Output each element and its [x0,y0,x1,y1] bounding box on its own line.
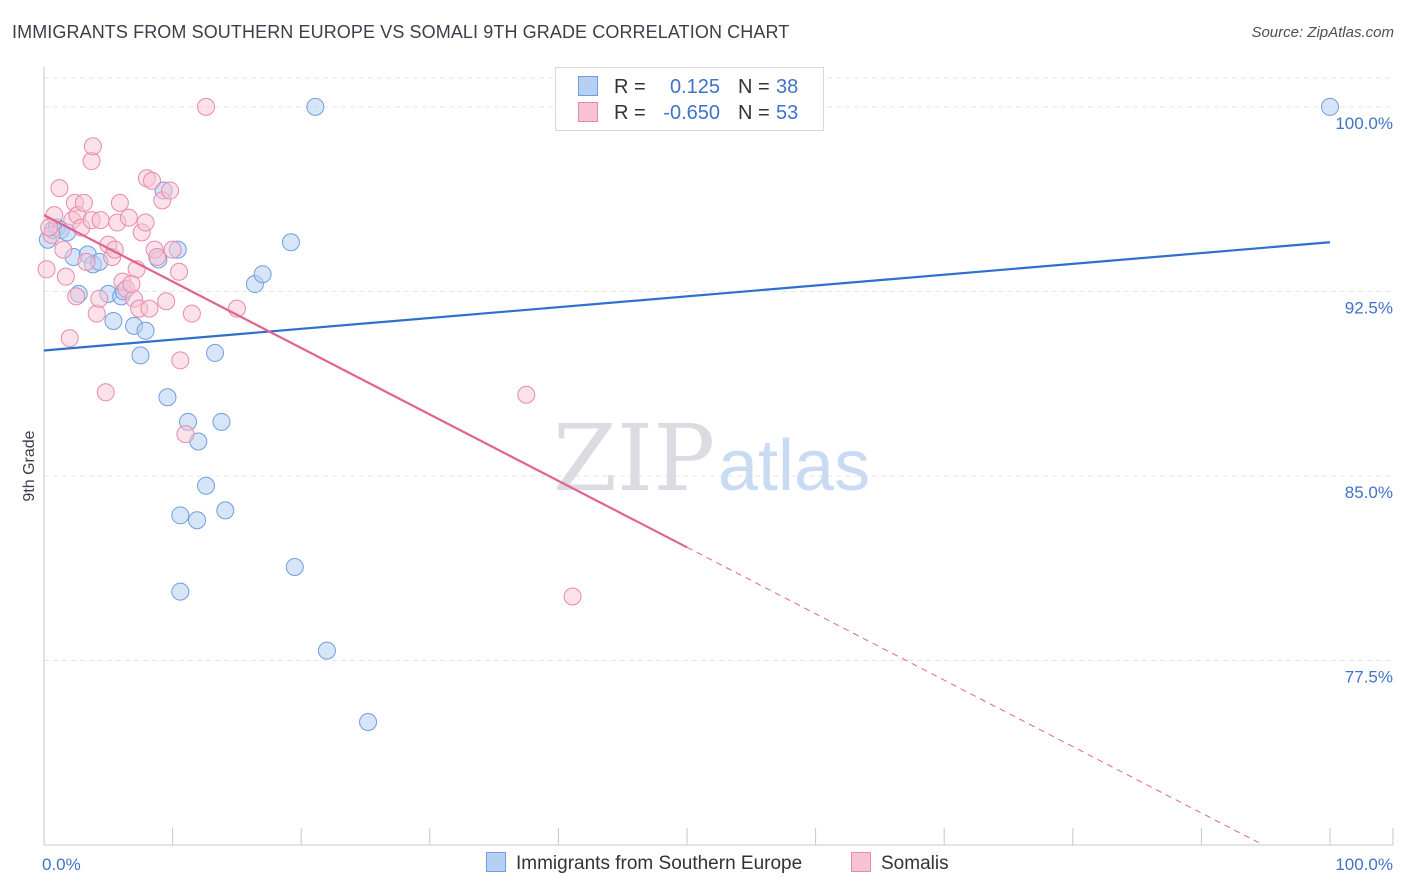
data-point-somalis [91,211,110,230]
y-tick-label: 100.0% [1335,114,1393,133]
n-label: N = [738,102,770,124]
trend-line-somalis-extension [686,546,1259,843]
r-value: 0.125 [669,76,720,98]
grid-lines [44,77,1393,661]
data-point-somalis [37,260,56,279]
data-point-somalis [50,179,69,198]
data-point-somalis [148,247,167,266]
x-tick-label: 100.0% [1335,855,1393,874]
n-label: N = [738,76,770,98]
pink-swatch [851,852,871,872]
data-point-immigrants [104,311,123,330]
data-point-immigrants [188,511,207,530]
data-point-somalis [77,252,96,271]
data-point-somalis [171,351,190,370]
data-point-somalis [136,213,155,232]
data-point-immigrants [171,506,190,525]
data-point-somalis [60,329,79,348]
r-label: R = [614,102,646,124]
source-label: Source: ZipAtlas.com [1251,24,1394,41]
blue-swatch [578,76,598,96]
data-point-somalis [197,97,216,116]
data-point-somalis [517,385,536,404]
data-point-immigrants [171,582,190,601]
watermark: ZIP atlas [553,405,870,512]
watermark-atlas: atlas [718,426,870,506]
pink-swatch [578,102,598,122]
data-point-immigrants [216,501,235,520]
data-point-immigrants [136,321,155,340]
data-point-immigrants [285,557,304,576]
x-tick-label: 0.0% [42,855,81,874]
axes [43,67,1394,846]
data-point-immigrants [158,388,177,407]
data-point-somalis [163,240,182,259]
blue-swatch [486,852,506,872]
data-point-immigrants [281,233,300,252]
data-point-somalis [83,137,102,156]
y-tick-label: 85.0% [1345,483,1393,502]
trend-line-immigrants [43,241,1331,352]
data-point-immigrants [306,97,325,116]
data-point-immigrants [1321,97,1339,116]
data-point-somalis [74,193,93,212]
y-axis-label: 9th Grade [21,430,38,501]
data-point-immigrants [359,712,378,731]
data-point-somalis [182,304,201,323]
r-value: -0.650 [663,102,720,124]
legend-row-somalis: R = -0.650 N = 53 [578,102,798,126]
data-point-somalis [176,425,195,444]
data-point-somalis [67,287,86,306]
legend-item-immigrants[interactable]: Immigrants from Southern Europe [486,852,802,875]
stats-legend: R = 0.125 N = 38 R = -0.650 N = 53 [555,67,824,131]
data-point-immigrants [206,343,225,362]
chart-title: IMMIGRANTS FROM SOUTHERN EUROPE VS SOMAL… [12,22,790,42]
data-point-somalis [96,383,115,402]
data-point-somalis [161,181,180,200]
r-label: R = [614,76,646,98]
n-value: 38 [776,76,799,98]
data-point-immigrants [212,412,231,431]
legend-item-somalis[interactable]: Somalis [851,852,949,875]
data-point-somalis [122,275,141,294]
data-point-immigrants [197,476,216,495]
data-point-somalis [140,299,159,318]
data-point-somalis [110,193,129,212]
data-point-immigrants [253,265,272,284]
y-tick-labels: 77.5% 85.0% 92.5% 100.0% [1335,114,1393,687]
data-point-immigrants [131,346,150,365]
series-somalis-points [37,97,582,606]
data-point-somalis [170,262,189,281]
data-point-somalis [56,267,75,286]
watermark-zip: ZIP [553,405,715,512]
y-tick-label: 92.5% [1345,298,1393,317]
data-point-somalis [119,208,138,227]
y-tick-label: 77.5% [1345,667,1393,686]
series-legend: Immigrants from Southern Europe Somalis [0,852,1406,878]
x-tick-labels: 0.0% 100.0% [42,855,1393,874]
data-point-somalis [54,240,73,259]
legend-label: Somalis [881,853,949,874]
data-point-somalis [87,304,106,323]
data-point-somalis [143,171,162,190]
data-point-somalis [157,292,176,311]
data-point-somalis [90,289,109,308]
data-point-immigrants [317,641,336,660]
n-value: 53 [776,102,799,124]
trend-lines [43,214,1331,843]
trend-line-somalis [43,214,688,549]
data-point-somalis [563,587,582,606]
legend-row-immigrants: R = 0.125 N = 38 [578,76,798,100]
legend-label: Immigrants from Southern Europe [516,853,803,874]
